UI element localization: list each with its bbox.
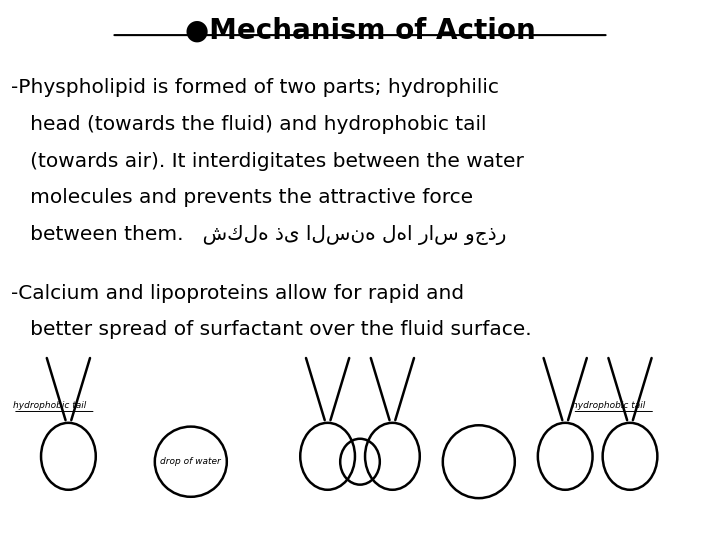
Text: (towards air). It interdigitates between the water: (towards air). It interdigitates between…	[11, 152, 523, 171]
Text: head (towards the fluid) and hydrophobic tail: head (towards the fluid) and hydrophobic…	[11, 115, 486, 134]
Text: drop of water: drop of water	[161, 457, 221, 466]
Text: hydrophobic tail: hydrophobic tail	[572, 401, 646, 410]
Text: hydrophobic tail: hydrophobic tail	[13, 401, 86, 410]
Text: molecules and prevents the attractive force: molecules and prevents the attractive fo…	[11, 188, 473, 207]
Text: -Calcium and lipoproteins allow for rapid and: -Calcium and lipoproteins allow for rapi…	[11, 284, 464, 302]
Text: between them.   شكله ذى السنه لها راس وجذر: between them. شكله ذى السنه لها راس وجذر	[11, 225, 506, 245]
Text: -Physpholipid is formed of two parts; hydrophilic: -Physpholipid is formed of two parts; hy…	[11, 78, 499, 97]
Text: better spread of surfactant over the fluid surface.: better spread of surfactant over the flu…	[11, 320, 531, 339]
Text: ●Mechanism of Action: ●Mechanism of Action	[184, 16, 536, 44]
